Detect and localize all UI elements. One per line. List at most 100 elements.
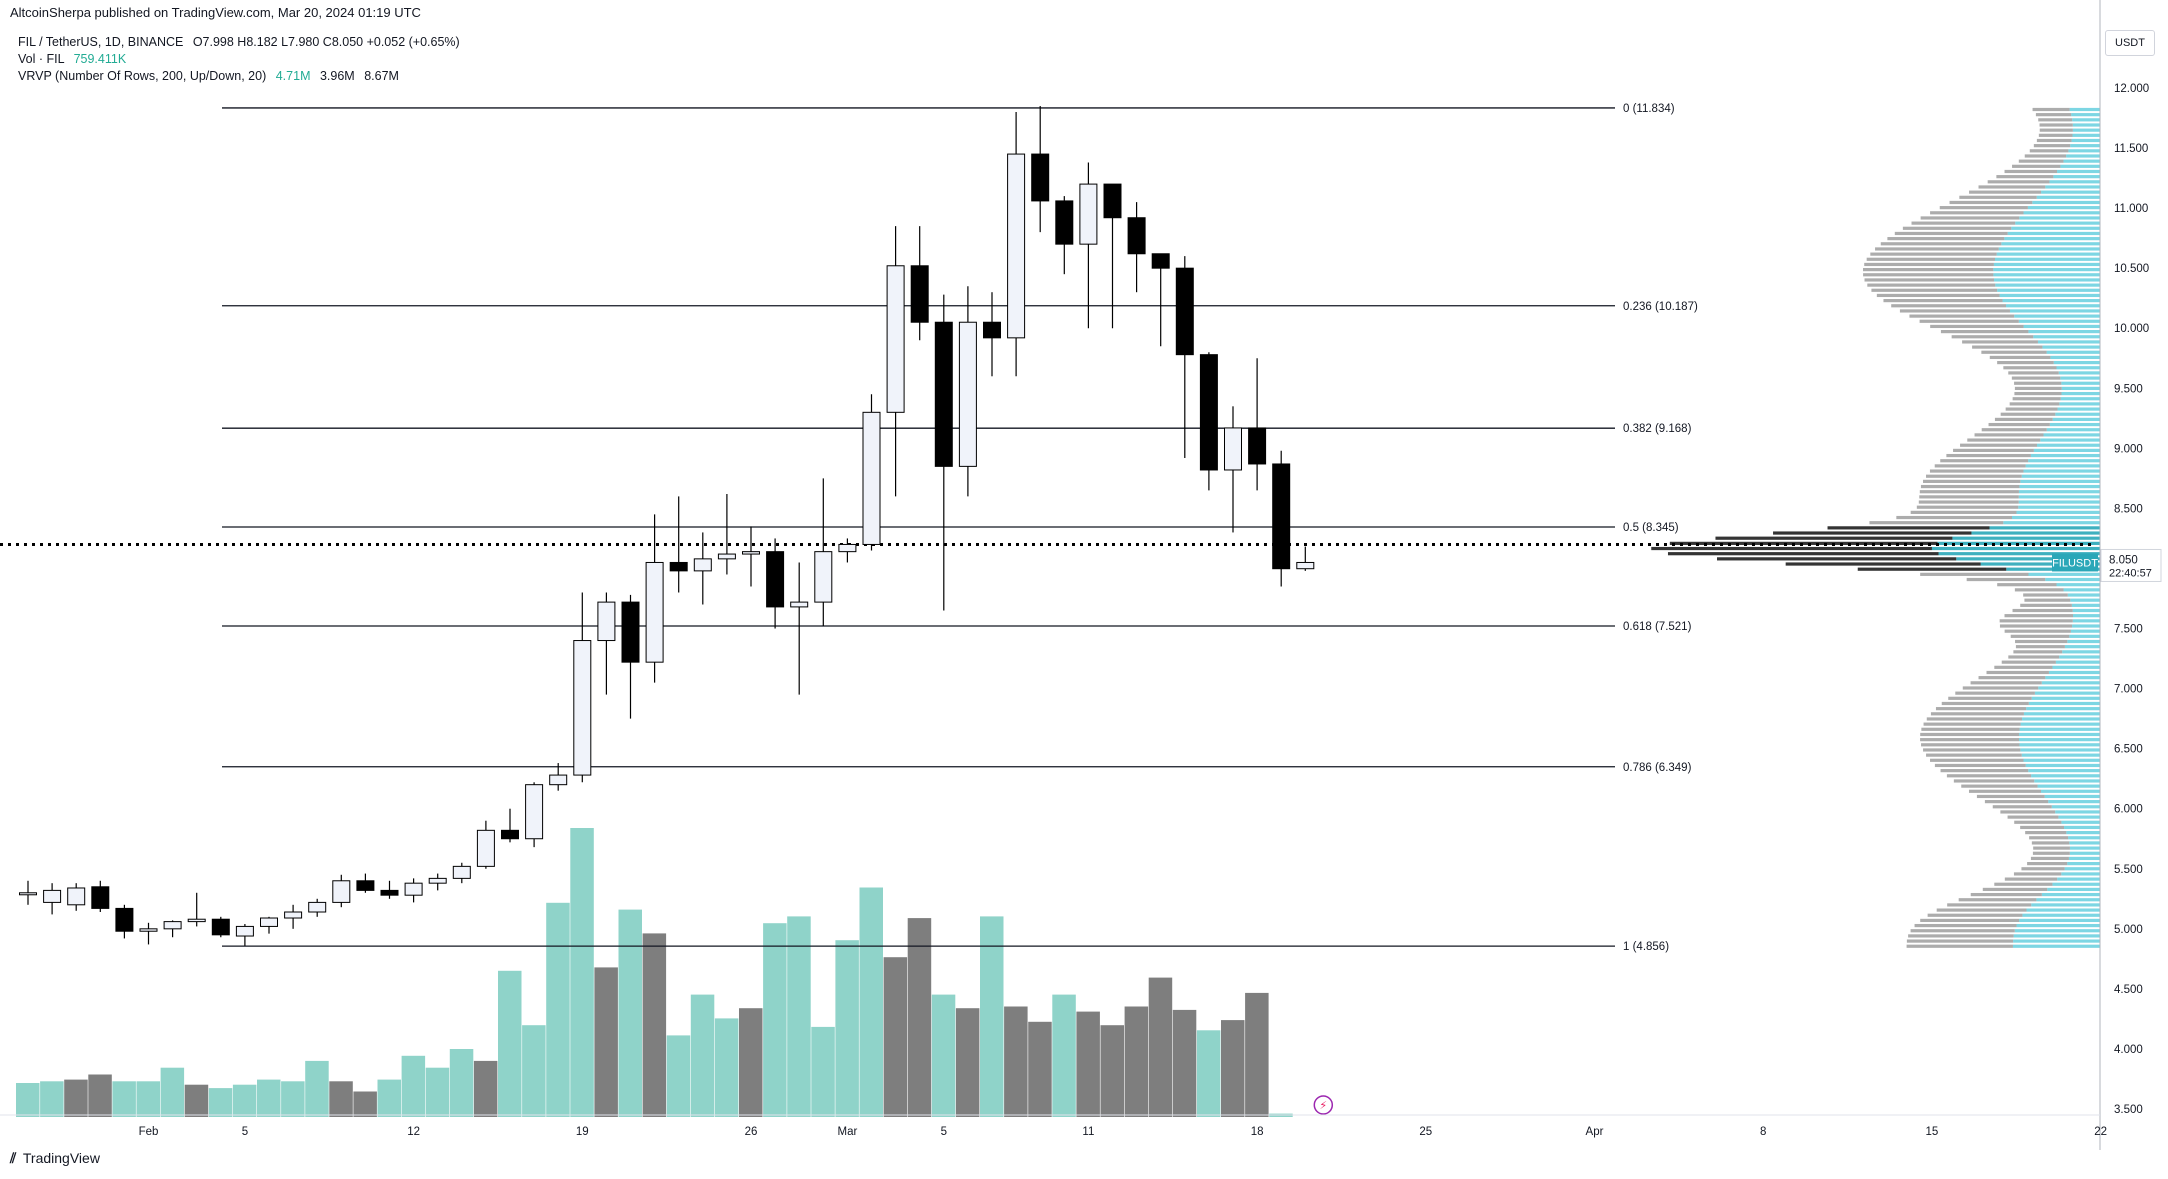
profile-row-up bbox=[2064, 645, 2100, 649]
profile-row-up bbox=[2055, 810, 2100, 814]
volume-bar bbox=[739, 1008, 763, 1117]
candle-body bbox=[452, 865, 471, 879]
profile-row-up bbox=[2066, 154, 2100, 158]
profile-row-up bbox=[2070, 629, 2100, 633]
volume-bar bbox=[208, 1088, 233, 1117]
volume-bar bbox=[64, 1079, 88, 1117]
volume-bar bbox=[425, 1067, 450, 1117]
profile-row-up bbox=[2020, 722, 2100, 726]
profile-row-down bbox=[1923, 479, 2021, 483]
profile-row-up bbox=[2055, 660, 2100, 664]
volume-bar bbox=[1221, 1020, 1245, 1117]
candle-body bbox=[862, 411, 881, 545]
profile-row-up bbox=[2041, 789, 2100, 793]
profile-row-up bbox=[2028, 701, 2100, 706]
profile-row-up bbox=[2016, 510, 2100, 514]
candle-body bbox=[958, 321, 977, 467]
volume-bar bbox=[907, 918, 932, 1117]
tradingview-logo[interactable]: ⫽ TradingView bbox=[10, 1150, 100, 1167]
price-tick-label: 5.000 bbox=[2114, 924, 2143, 936]
profile-row-down bbox=[1773, 531, 1972, 535]
candle-body bbox=[1127, 217, 1146, 255]
profile-row-down bbox=[1869, 521, 2004, 525]
profile-row-down bbox=[2023, 593, 2068, 597]
volume-bar bbox=[618, 909, 642, 1117]
price-axis[interactable]: 3.500 4.000 4.500 5.000 5.500 6.000 6.500 7.000… bbox=[2099, 0, 2149, 1150]
profile-row-up bbox=[2049, 180, 2100, 184]
profile-row-down bbox=[2012, 397, 2061, 401]
profile-row-up bbox=[1993, 268, 2100, 272]
volume-bar bbox=[40, 1081, 64, 1117]
profile-row-down bbox=[1940, 459, 2029, 463]
volume-bar bbox=[184, 1084, 209, 1117]
volume-bar bbox=[16, 1083, 40, 1117]
volume-label[interactable]: Vol · FIL bbox=[18, 52, 65, 66]
profile-row-up bbox=[2026, 707, 2100, 711]
candle-body bbox=[428, 877, 447, 884]
profile-row-down bbox=[1914, 923, 2017, 928]
profile-row-down bbox=[2013, 872, 2062, 876]
profile-row-up bbox=[2013, 934, 2100, 938]
candle-body bbox=[260, 917, 278, 927]
profile-row-up bbox=[2006, 304, 2100, 308]
volume-bar bbox=[883, 957, 908, 1117]
profile-row-up bbox=[2052, 417, 2100, 422]
profile-row-up bbox=[1989, 526, 2100, 530]
profile-row-down bbox=[1863, 273, 1994, 277]
time-axis[interactable]: Feb 5 12 19 26 Mar 5 11 18 25 Apr 8 15 22 bbox=[0, 1114, 2107, 1138]
profile-row-up bbox=[1999, 293, 2100, 298]
profile-row-up bbox=[2019, 918, 2100, 923]
fib-retracement[interactable]: 0 (11.834) 0.236 (10.187) 0.382 (9.168) 0.5… bbox=[0, 103, 2095, 953]
time-tick-label: 26 bbox=[745, 1126, 758, 1138]
vrvp-label[interactable]: VRVP (Number Of Rows, 200, Up/Down, 20) bbox=[18, 69, 267, 83]
profile-row-down bbox=[2007, 815, 2059, 819]
time-tick-label: 22 bbox=[2094, 1126, 2107, 1138]
time-tick-label: 15 bbox=[1926, 1126, 1939, 1138]
candle-body bbox=[356, 880, 375, 891]
profile-row-up bbox=[2067, 593, 2100, 597]
profile-row-down bbox=[1953, 779, 2035, 783]
profile-row-down bbox=[1949, 200, 2033, 205]
profile-row-up bbox=[2063, 588, 2100, 592]
profile-row-down bbox=[1908, 934, 2014, 938]
profile-row-down bbox=[1930, 712, 2024, 716]
candle-body bbox=[115, 907, 134, 932]
profile-row-down bbox=[1959, 195, 2037, 199]
profile-row-up bbox=[1956, 557, 2100, 561]
price-tick-label: 6.000 bbox=[2114, 804, 2143, 816]
profile-row-up bbox=[2071, 113, 2100, 117]
volume-bar bbox=[811, 1026, 835, 1117]
profile-row-up bbox=[2014, 929, 2100, 933]
candle-body bbox=[717, 553, 736, 560]
profile-row-up bbox=[2031, 903, 2100, 907]
candle-body bbox=[1248, 427, 1267, 465]
profile-row-down bbox=[1930, 758, 2024, 762]
profile-row-up bbox=[2004, 237, 2100, 241]
profile-row-up bbox=[2069, 846, 2100, 850]
profile-row-up bbox=[2058, 815, 2100, 819]
profile-row-down bbox=[1920, 572, 2029, 576]
profile-row-up bbox=[1995, 257, 2100, 261]
profile-row-up bbox=[2069, 851, 2100, 855]
profile-row-up bbox=[2057, 877, 2100, 881]
profile-row-down bbox=[1927, 913, 2023, 917]
price-tick-label: 7.500 bbox=[2114, 624, 2143, 636]
profile-row-up bbox=[2023, 469, 2100, 473]
profile-row-down bbox=[1961, 784, 2038, 788]
profile-row-up bbox=[2072, 624, 2100, 628]
profile-row-down bbox=[2004, 614, 2073, 618]
volume-bar bbox=[955, 1008, 980, 1117]
profile-row-down bbox=[1997, 360, 2054, 365]
profile-row-up bbox=[2033, 335, 2100, 339]
profile-row-down bbox=[2001, 660, 2056, 664]
symbol-label[interactable]: FIL / TetherUS, 1D, BINANCE bbox=[18, 35, 184, 49]
candle-body bbox=[404, 882, 423, 896]
price-tick-label: 9.500 bbox=[2114, 383, 2143, 395]
profile-row-down bbox=[2005, 407, 2058, 411]
profile-row-up bbox=[2018, 319, 2100, 323]
time-tick-label: 25 bbox=[1419, 1126, 1432, 1138]
profile-row-down bbox=[2039, 123, 2073, 127]
profile-row-down bbox=[2032, 851, 2070, 855]
currency-button[interactable]: USDT bbox=[2105, 30, 2155, 56]
